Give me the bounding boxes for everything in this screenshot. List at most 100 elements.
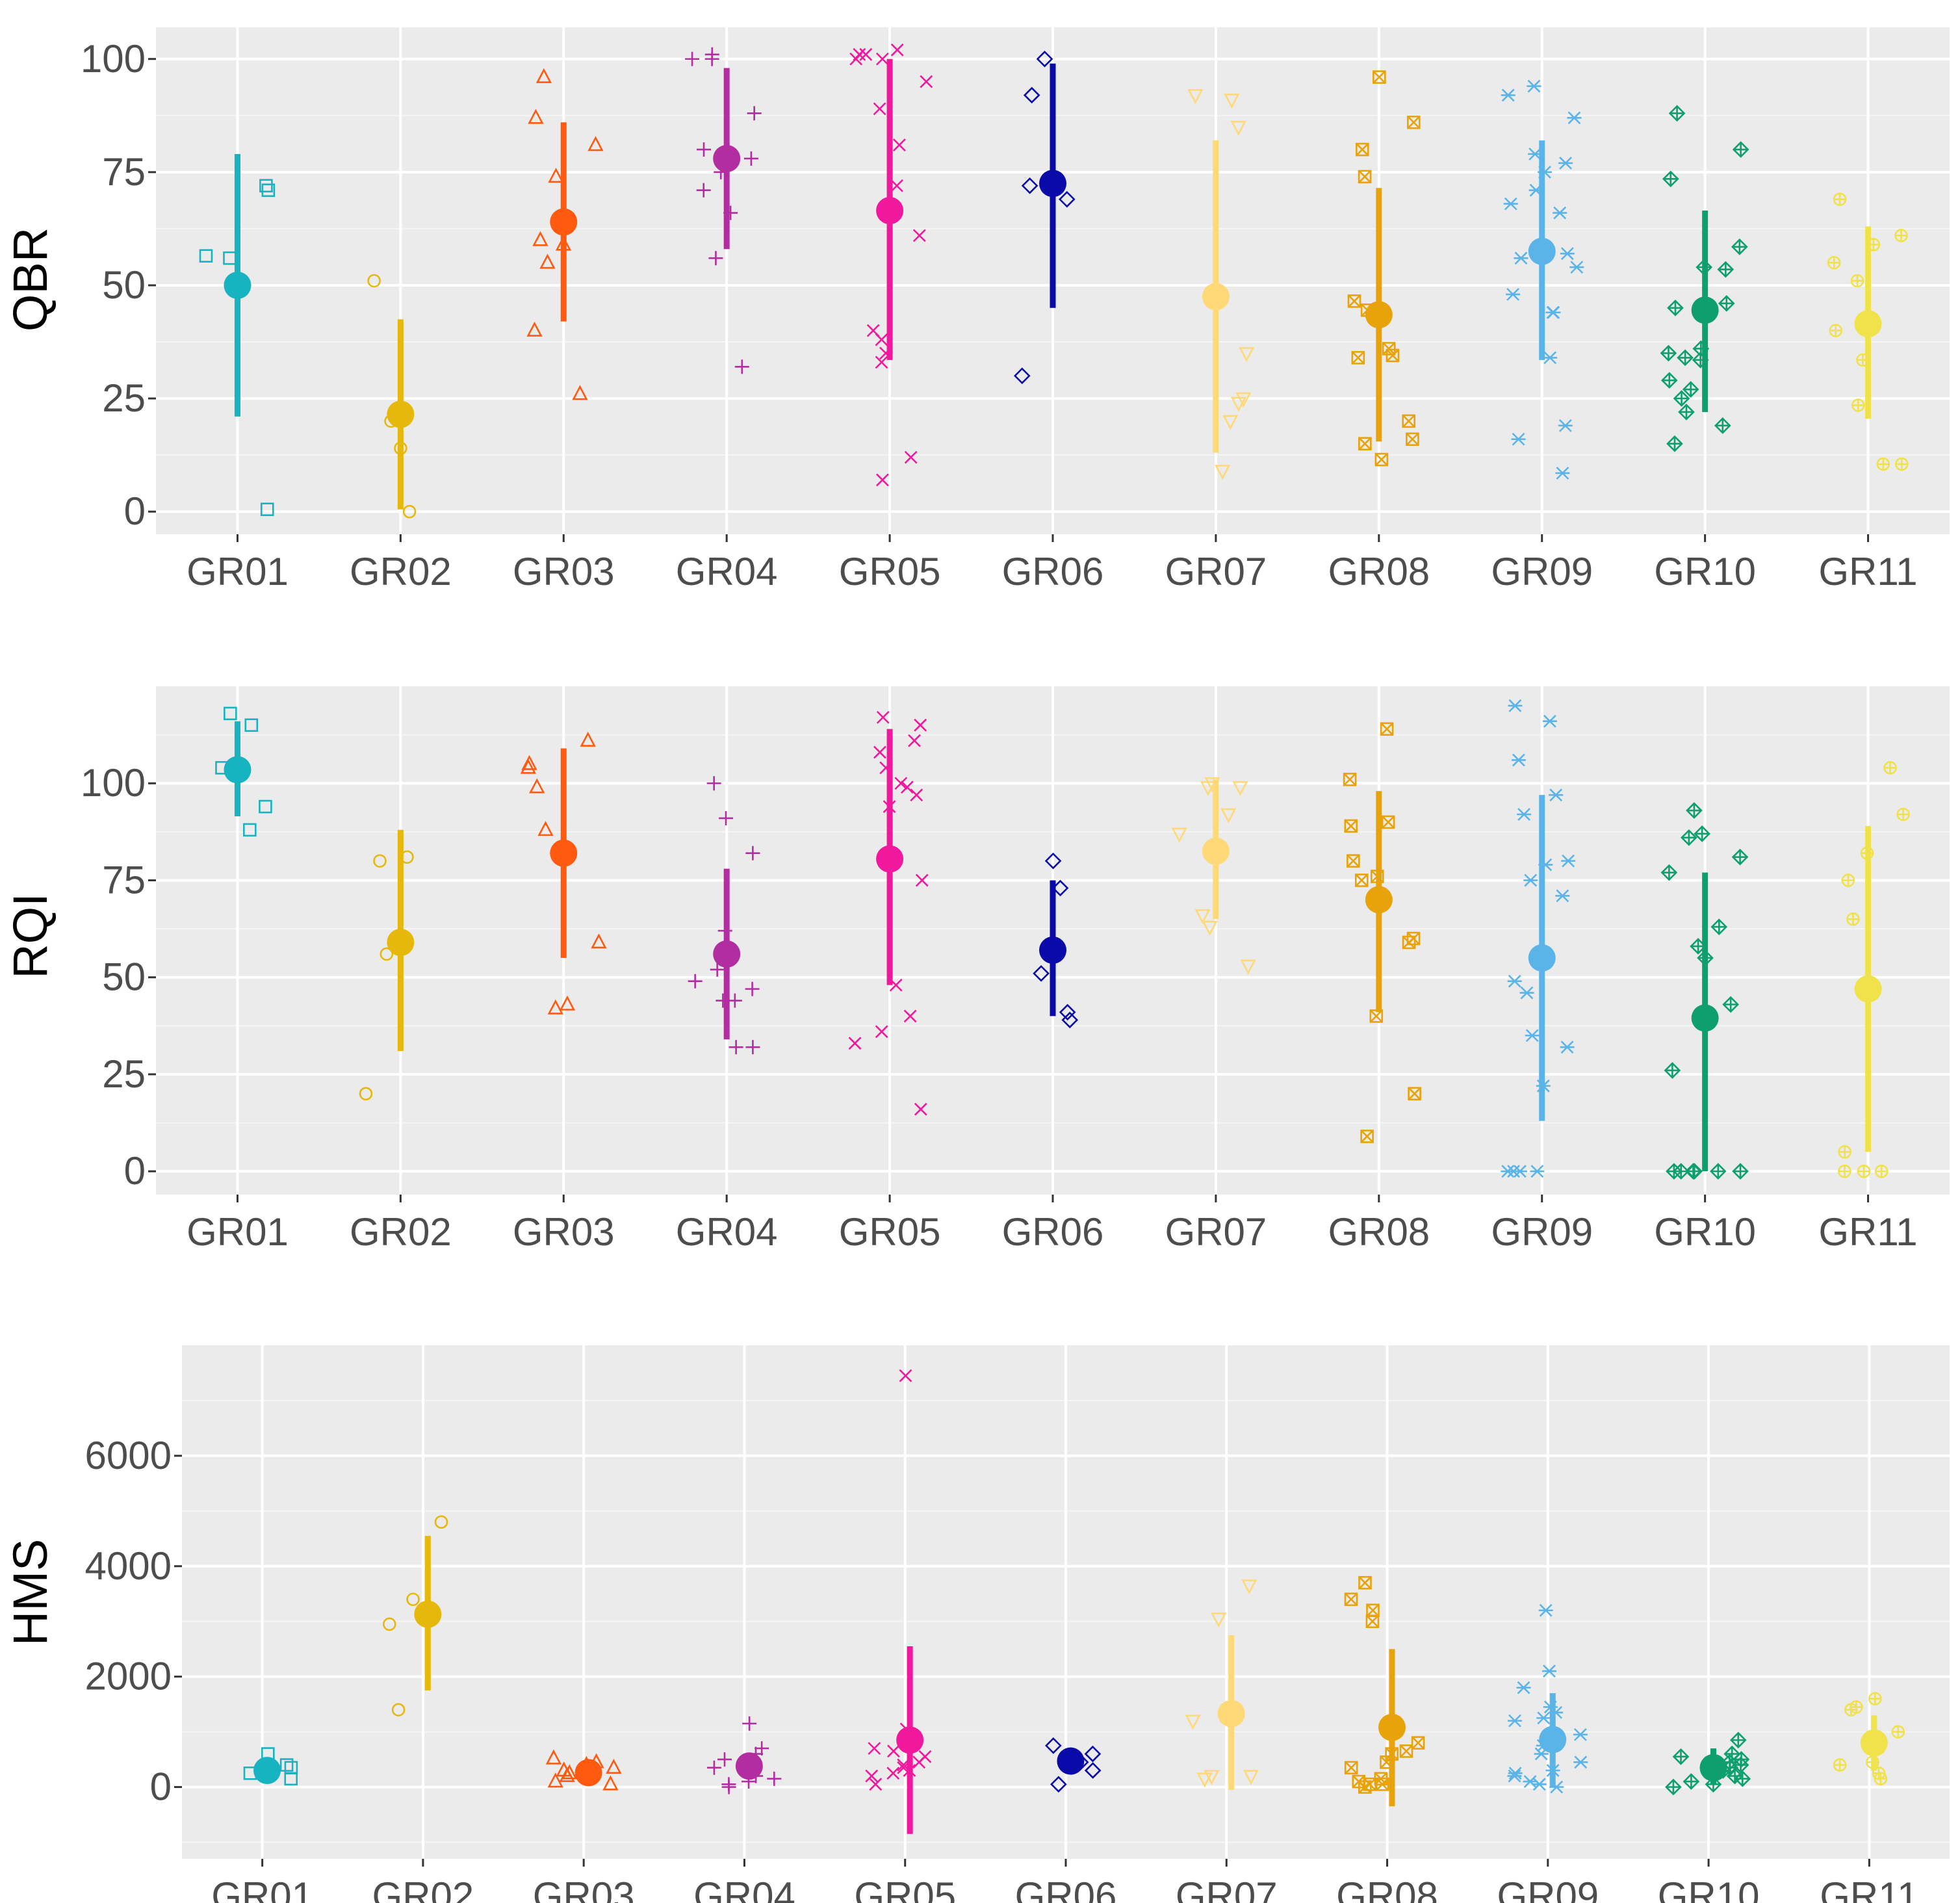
data-point-gr08 xyxy=(1358,170,1372,184)
data-point-gr01 xyxy=(224,706,237,721)
data-point-gr09 xyxy=(1573,1728,1588,1741)
mean-point-gr11 xyxy=(1854,975,1882,1003)
data-point-gr04 xyxy=(747,106,762,121)
mean-point-gr06 xyxy=(1039,936,1066,964)
data-point-gr09 xyxy=(1514,252,1528,265)
data-point-gr03 xyxy=(528,109,544,124)
data-point-gr01 xyxy=(260,502,274,516)
panel-hms: 0 2000 4000 6000 GR01 GR02 GR03 GR04 GR05 GR06 GR0… xyxy=(3,1345,1950,1903)
data-point-gr10 xyxy=(1714,417,1731,434)
data-point-gr05 xyxy=(886,1767,900,1780)
data-point-gr10 xyxy=(1673,390,1690,407)
data-point-gr05 xyxy=(894,777,908,790)
y-tick-label-rqi: 50 xyxy=(102,955,146,999)
data-point-gr05 xyxy=(912,1755,926,1769)
data-point-gr03 xyxy=(535,68,552,83)
mean-point-gr09 xyxy=(1539,1726,1567,1754)
data-point-gr11 xyxy=(1876,457,1890,471)
data-point-gr06 xyxy=(1044,1737,1062,1754)
data-point-gr06 xyxy=(1084,1745,1102,1763)
x-tick-label-qbr: GR07 xyxy=(1165,550,1267,593)
data-point-gr10 xyxy=(1662,170,1679,188)
mean-point-gr08 xyxy=(1365,301,1393,329)
data-point-gr08 xyxy=(1407,115,1421,129)
data-point-gr08 xyxy=(1381,815,1395,829)
data-point-gr09 xyxy=(1555,467,1570,480)
data-point-gr08 xyxy=(1399,1744,1413,1758)
mean-point-gr06 xyxy=(1057,1747,1085,1775)
data-point-gr07 xyxy=(1230,120,1246,136)
data-point-gr07 xyxy=(1214,465,1231,480)
y-tick-label-rqi: 25 xyxy=(102,1052,146,1096)
data-point-gr04 xyxy=(696,183,711,198)
data-point-gr04 xyxy=(710,962,725,977)
data-point-gr07 xyxy=(1196,1772,1213,1788)
data-point-gr05 xyxy=(868,1742,881,1755)
data-point-gr08 xyxy=(1360,1130,1374,1143)
data-point-gr07 xyxy=(1187,89,1204,105)
data-point-gr10 xyxy=(1682,381,1699,398)
x-tick-label-qbr: GR08 xyxy=(1328,550,1430,593)
x-tick-label-rqi: GR09 xyxy=(1491,1210,1593,1254)
data-point-gr08 xyxy=(1344,1592,1358,1607)
data-point-gr10 xyxy=(1660,344,1677,362)
data-point-gr10 xyxy=(1666,1163,1683,1180)
data-point-gr10 xyxy=(1732,1756,1749,1774)
data-point-gr05 xyxy=(914,718,927,732)
data-point-gr10 xyxy=(1672,1748,1690,1765)
data-point-gr10 xyxy=(1665,1778,1682,1796)
x-tick-label-hms: GR03 xyxy=(533,1874,635,1903)
mean-point-gr02 xyxy=(387,400,415,428)
data-point-gr07 xyxy=(1243,1770,1259,1785)
data-point-gr03 xyxy=(537,821,554,836)
data-point-gr09 xyxy=(1558,157,1573,170)
data-point-gr10 xyxy=(1681,829,1697,846)
data-point-gr05 xyxy=(914,1102,927,1116)
data-point-gr01 xyxy=(259,179,273,193)
data-point-gr03 xyxy=(580,731,596,747)
data-point-gr07 xyxy=(1185,1715,1201,1730)
data-point-gr09 xyxy=(1560,1041,1575,1054)
data-point-gr07 xyxy=(1211,1612,1227,1628)
data-point-gr03 xyxy=(602,1775,619,1791)
x-tick-label-rqi: GR08 xyxy=(1328,1210,1430,1254)
data-point-gr08 xyxy=(1365,1614,1380,1629)
y-tick-label-qbr: 25 xyxy=(102,376,146,420)
data-point-gr02 xyxy=(359,1087,373,1101)
data-point-gr06 xyxy=(1058,190,1076,208)
data-point-gr01 xyxy=(284,1772,298,1786)
mean-point-gr09 xyxy=(1528,944,1556,972)
data-point-gr07 xyxy=(1202,920,1218,936)
x-tick-label-rqi: GR03 xyxy=(513,1210,615,1254)
data-point-gr02 xyxy=(373,854,387,868)
panel-rqi: 0 25 50 75 100 GR01 GR02 GR03 GR04 GR05 GR06 GR07 GR… xyxy=(3,686,1950,1254)
x-tick-label-hms: GR10 xyxy=(1658,1874,1760,1903)
mean-point-gr07 xyxy=(1202,837,1230,865)
data-point-gr05 xyxy=(910,788,923,802)
y-tick-label-hms: 0 xyxy=(150,1765,172,1809)
data-point-gr11 xyxy=(1891,1725,1905,1739)
data-point-gr10 xyxy=(1709,1163,1727,1180)
x-tick-label-qbr: GR06 xyxy=(1002,550,1104,593)
data-point-gr10 xyxy=(1667,299,1684,317)
data-point-gr04 xyxy=(719,810,734,825)
data-point-gr04 xyxy=(743,151,758,166)
data-point-gr08 xyxy=(1375,1778,1389,1791)
data-point-gr07 xyxy=(1232,781,1248,796)
data-point-gr06 xyxy=(1013,367,1031,385)
data-point-gr09 xyxy=(1541,1664,1556,1678)
data-point-gr09 xyxy=(1508,1767,1523,1780)
data-point-gr08 xyxy=(1358,1780,1372,1794)
data-point-gr05 xyxy=(849,52,863,66)
data-point-gr10 xyxy=(1734,1770,1751,1787)
data-point-gr11 xyxy=(1895,457,1909,471)
data-point-gr08 xyxy=(1358,1575,1372,1590)
data-point-gr05 xyxy=(903,1009,917,1023)
data-point-gr09 xyxy=(1525,1029,1540,1042)
y-axis-title-rqi: RQI xyxy=(3,893,57,979)
data-point-gr09 xyxy=(1523,1775,1538,1788)
data-point-gr08 xyxy=(1408,1087,1421,1101)
data-point-gr07 xyxy=(1224,94,1240,109)
data-point-gr10 xyxy=(1694,825,1710,842)
mean-point-gr09 xyxy=(1528,237,1556,265)
